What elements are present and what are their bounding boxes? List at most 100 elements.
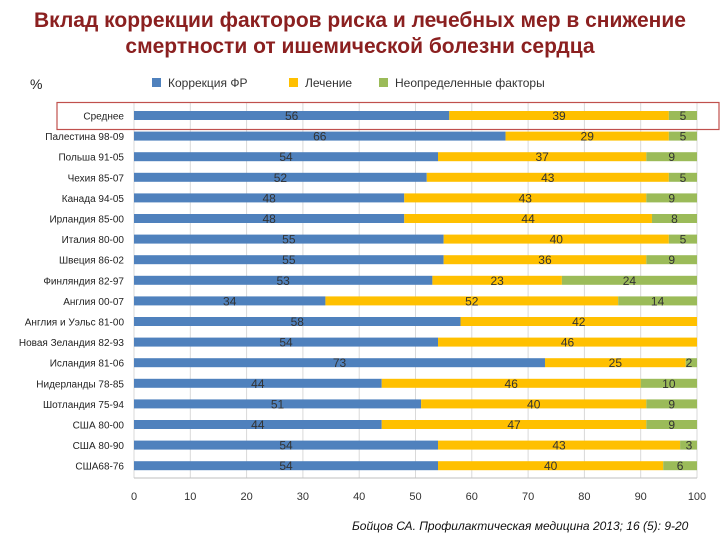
bar-segment: [432, 275, 562, 285]
category-label: США 80-00: [73, 421, 125, 432]
bar-segment: [460, 317, 697, 326]
x-tick-label: 10: [184, 491, 196, 503]
bar-segment: [134, 317, 461, 326]
chart-title: Вклад коррекции факторов риска и лечебны…: [0, 8, 720, 60]
category-label: Польша 91-05: [58, 153, 124, 164]
legend-swatch: [289, 78, 298, 87]
data-label: 47: [507, 418, 521, 432]
x-tick-label: 50: [409, 491, 421, 503]
data-label: 5: [680, 171, 687, 185]
x-tick-label: 20: [240, 491, 252, 503]
bar-segment: [134, 172, 427, 182]
bar-segment: [651, 214, 697, 223]
bar-segment: [134, 337, 439, 347]
data-label: 2: [686, 356, 693, 370]
bar-segment: [646, 420, 697, 429]
x-tick-label: 100: [688, 491, 706, 503]
bar-segment: [646, 193, 697, 203]
bar-segment: [646, 399, 697, 409]
bar-segment: [134, 378, 382, 388]
data-label: 44: [251, 377, 265, 391]
data-label: 66: [313, 130, 327, 144]
category-label: Палестина 98-09: [45, 132, 124, 143]
data-label: 54: [279, 459, 293, 473]
data-label: 51: [271, 397, 285, 411]
bar-segment: [134, 399, 422, 409]
bar-segment: [438, 337, 697, 347]
data-label: 43: [541, 171, 555, 185]
data-label: 37: [535, 150, 549, 164]
bar-segment: [381, 378, 641, 388]
source-citation: Бойцов СА. Профилактическая медицина 201…: [352, 519, 689, 533]
title-line-1: Вклад коррекции факторов риска и лечебны…: [34, 9, 686, 32]
bar-segment: [663, 461, 697, 471]
x-tick-label: 80: [578, 491, 590, 503]
bar-segment: [618, 296, 697, 306]
data-label: 9: [668, 150, 675, 164]
data-label: 40: [544, 459, 558, 473]
category-label: Ирландия 85-00: [49, 215, 124, 226]
category-label: Италия 80-00: [62, 235, 125, 246]
bar-segment: [426, 172, 669, 182]
data-label: 23: [490, 274, 504, 288]
legend-label: Неопределенные факторы: [395, 76, 545, 90]
x-tick-label: 60: [466, 491, 478, 503]
category-label: Исландия 81-06: [50, 359, 125, 370]
unit-label: %: [30, 76, 43, 92]
data-label: 44: [521, 212, 535, 226]
data-label: 56: [285, 109, 299, 123]
category-label: Англия 00-07: [63, 297, 124, 308]
bar-segment: [438, 440, 681, 450]
data-label: 42: [572, 315, 586, 329]
bar-segment: [134, 131, 506, 141]
x-tick-label: 30: [297, 491, 309, 503]
data-label: 46: [505, 377, 519, 391]
bar-segment: [134, 214, 405, 223]
bar-segment: [646, 255, 697, 265]
data-label: 44: [251, 418, 265, 432]
category-label: Новая Зеландия 82-93: [19, 338, 125, 349]
bar-segment: [640, 378, 697, 388]
category-label: Англия и Уэльс 81-00: [25, 318, 125, 329]
data-label: 52: [465, 294, 479, 308]
title-line-2: смертности от ишемической болезни сердца: [125, 35, 595, 58]
bar-segment: [561, 275, 697, 285]
data-label: 54: [279, 439, 293, 453]
bar-segment: [438, 152, 647, 162]
category-label: США68-76: [75, 462, 124, 473]
bar-segment: [421, 399, 647, 409]
bar-segment: [668, 234, 697, 244]
data-label: 5: [680, 233, 687, 247]
category-label: Чехия 85-07: [68, 173, 125, 184]
bar-segment: [443, 234, 669, 244]
bar-segment: [134, 461, 439, 471]
data-label: 39: [552, 109, 566, 123]
data-label: 73: [333, 356, 347, 370]
data-label: 5: [680, 130, 687, 144]
bar-segment: [680, 440, 697, 450]
data-label: 54: [279, 336, 293, 350]
category-label: Нидерланды 78-85: [36, 379, 124, 390]
data-label: 9: [668, 191, 675, 205]
data-label: 3: [686, 439, 693, 453]
data-label: 40: [550, 233, 564, 247]
category-label: Швеция 86-02: [59, 256, 124, 267]
data-label: 36: [538, 253, 552, 267]
bar-segment: [668, 131, 697, 141]
category-label: Среднее: [83, 112, 124, 123]
x-tick-label: 70: [522, 491, 534, 503]
category-label: Шотландия 75-94: [43, 400, 124, 411]
category-label: Канада 94-05: [62, 194, 125, 205]
data-label: 14: [651, 294, 665, 308]
bar-segment: [134, 440, 439, 450]
bar-segment: [134, 275, 433, 285]
bar-segment: [544, 358, 686, 368]
data-label: 34: [223, 294, 237, 308]
category-label: США 80-90: [73, 441, 125, 452]
category-label: Финляндия 82-97: [43, 276, 124, 287]
data-label: 48: [262, 212, 276, 226]
bar-segment: [668, 111, 697, 120]
data-label: 55: [282, 233, 296, 247]
bar-segment: [668, 172, 697, 182]
